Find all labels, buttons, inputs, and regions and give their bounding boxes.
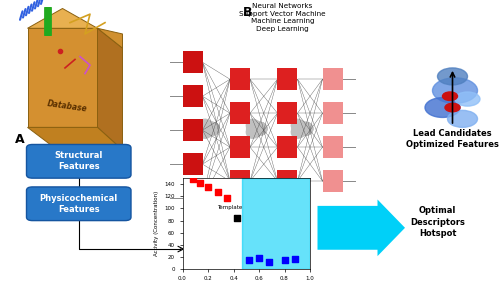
Bar	[230, 102, 250, 124]
Circle shape	[425, 98, 460, 117]
Point	[290, 257, 298, 261]
Text: Physicochemical
Features: Physicochemical Features	[40, 194, 118, 214]
Point	[223, 195, 231, 200]
Y-axis label: Activity (Concentration): Activity (Concentration)	[154, 191, 159, 256]
Circle shape	[455, 92, 480, 106]
Point	[245, 258, 253, 262]
Polygon shape	[28, 28, 98, 127]
Polygon shape	[98, 28, 122, 150]
Point	[255, 256, 263, 260]
Point	[196, 180, 204, 185]
Circle shape	[448, 110, 478, 127]
Text: Database: Database	[47, 99, 88, 113]
Point	[214, 190, 222, 194]
Point	[234, 215, 241, 220]
Text: Template: Template	[217, 205, 242, 215]
Bar	[182, 187, 203, 209]
Text: Structural
Features: Structural Features	[54, 151, 103, 171]
Polygon shape	[98, 28, 122, 48]
Circle shape	[438, 68, 468, 85]
FancyBboxPatch shape	[26, 187, 131, 221]
Bar	[278, 136, 297, 158]
Text: Lead Candidates
Optimized Features: Lead Candidates Optimized Features	[406, 129, 499, 149]
Bar	[322, 136, 342, 158]
Bar	[322, 68, 342, 90]
Point	[204, 185, 212, 189]
Text: Neural Networks
Support Vector Machine
Machine Learning
Deep Learning: Neural Networks Support Vector Machine M…	[239, 3, 326, 32]
Bar	[182, 153, 203, 175]
Bar	[242, 178, 310, 269]
Point	[265, 259, 273, 264]
Bar	[322, 102, 342, 124]
Bar	[182, 119, 203, 141]
Bar	[322, 170, 342, 192]
Point	[280, 258, 288, 263]
FancyBboxPatch shape	[26, 144, 131, 178]
Bar	[278, 102, 297, 124]
Bar	[182, 51, 203, 73]
Polygon shape	[28, 8, 98, 28]
Bar	[230, 170, 250, 192]
Bar	[278, 170, 297, 192]
Circle shape	[445, 103, 460, 112]
Text: B: B	[242, 6, 252, 19]
Text: A: A	[15, 133, 24, 146]
Bar	[230, 68, 250, 90]
Bar	[278, 68, 297, 90]
FancyArrow shape	[318, 200, 405, 256]
Circle shape	[432, 78, 478, 103]
Polygon shape	[28, 127, 122, 150]
Text: Optimal
Descriptors
Hotspot: Optimal Descriptors Hotspot	[410, 206, 465, 238]
Bar	[230, 136, 250, 158]
Bar	[182, 85, 203, 107]
Circle shape	[442, 92, 458, 100]
Point	[188, 177, 196, 182]
